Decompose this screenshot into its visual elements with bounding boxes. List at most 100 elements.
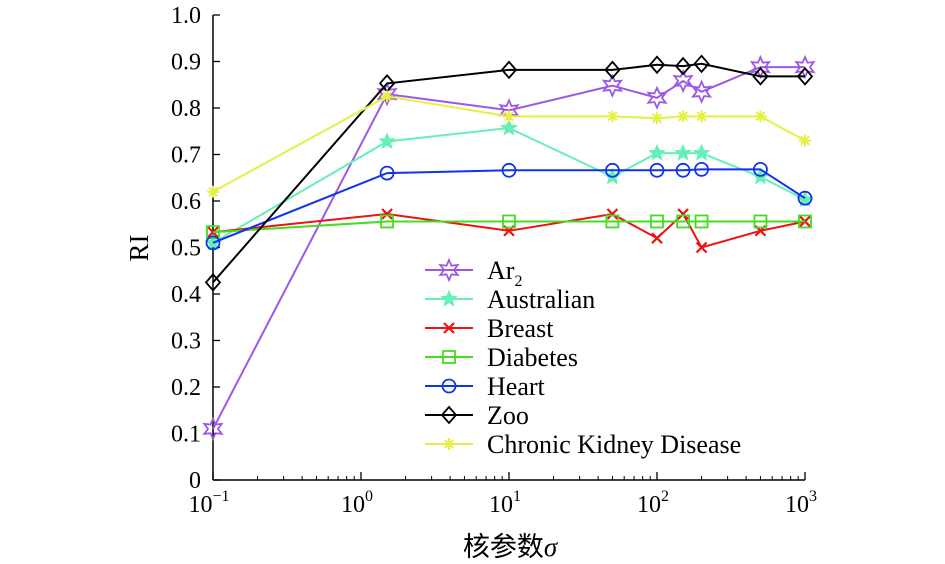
data-point-zoo xyxy=(648,55,666,75)
y-tick-label: 0.2 xyxy=(171,375,201,401)
data-point-ar xyxy=(601,73,624,98)
y-tick-label: 0.3 xyxy=(171,329,201,355)
y-tick-label: 0.5 xyxy=(171,236,201,262)
legend-label: Diabetes xyxy=(487,343,578,372)
legend-entry-breast: Breast xyxy=(425,314,554,343)
data-point-heart xyxy=(379,165,395,181)
data-point-heart xyxy=(694,161,709,177)
legend: Ar2AustralianBreastDiabetesHeartZooChron… xyxy=(425,256,741,459)
data-point-diabetes xyxy=(753,214,768,229)
legend-marker xyxy=(438,257,460,283)
legend-marker xyxy=(440,405,458,425)
legend-entry-ar: Ar2 xyxy=(425,256,522,290)
data-point-breast xyxy=(606,208,619,220)
series-line-heart xyxy=(212,168,806,244)
data-point-chronic-kidney-disease xyxy=(695,110,708,123)
data-point-ar xyxy=(376,81,398,107)
legend-label: Ar2 xyxy=(487,256,522,290)
legend-label: Chronic Kidney Disease xyxy=(487,430,741,459)
x-tick-label: 103 xyxy=(785,488,817,518)
data-point-chronic-kidney-disease xyxy=(606,110,619,123)
y-tick-label: 0.4 xyxy=(171,282,201,308)
legend-label: Heart xyxy=(487,372,546,401)
legend-marker xyxy=(443,322,455,334)
series-chronic-kidney-disease xyxy=(207,90,811,198)
data-point-breast xyxy=(381,208,393,220)
legend-label: Zoo xyxy=(487,401,529,430)
data-point-heart xyxy=(753,161,768,177)
data-point-australian xyxy=(500,118,518,136)
y-axis-label: RI xyxy=(124,234,154,261)
data-point-heart xyxy=(797,190,813,206)
x-tick-label: 100 xyxy=(341,488,373,518)
series-line-diabetes xyxy=(212,220,805,234)
legend-marker xyxy=(442,350,456,364)
data-point-diabetes xyxy=(605,214,620,229)
series-zoo xyxy=(204,54,814,292)
data-point-zoo xyxy=(500,60,518,80)
x-axis: 10−1 100 101 102 103 xyxy=(188,472,817,518)
data-point-ar xyxy=(202,416,224,442)
y-tick-label: 0 xyxy=(189,468,201,494)
data-point-breast xyxy=(695,241,708,254)
x-axis-label: 核参数σ xyxy=(463,532,559,562)
legend-label: Breast xyxy=(487,314,554,343)
data-point-diabetes xyxy=(650,214,664,229)
data-point-zoo xyxy=(796,67,814,86)
data-point-zoo xyxy=(204,273,222,292)
data-point-chronic-kidney-disease xyxy=(651,112,663,125)
series-line-australian xyxy=(212,126,806,244)
y-axis: 0 0.1 0.2 0.3 0.4 0.5 0.6 0.7 0.8 0.9 1.0 xyxy=(171,3,220,494)
series-layer xyxy=(202,54,816,442)
legend-label: Australian xyxy=(487,285,595,314)
legend-marker xyxy=(441,378,457,394)
x-axis-label-symbol: σ xyxy=(544,532,559,562)
series-ar xyxy=(202,54,816,442)
legend-entry-diabetes: Diabetes xyxy=(425,343,578,372)
data-point-heart xyxy=(205,235,221,251)
y-tick-label: 1.0 xyxy=(171,3,201,29)
data-point-heart xyxy=(501,162,517,178)
data-point-zoo xyxy=(604,60,621,80)
data-point-chronic-kidney-disease xyxy=(381,90,394,103)
data-point-australian xyxy=(378,132,396,150)
x-tick-label: 10−1 xyxy=(188,488,229,518)
data-point-heart xyxy=(649,162,665,178)
legend-entry-zoo: Zoo xyxy=(425,401,529,430)
data-point-ar xyxy=(690,79,713,104)
data-point-chronic-kidney-disease xyxy=(503,110,515,123)
data-point-breast xyxy=(651,232,663,244)
y-tick-label: 0.1 xyxy=(171,422,201,448)
series-heart xyxy=(205,161,813,251)
data-point-australian xyxy=(648,143,666,161)
data-point-ar xyxy=(646,85,668,111)
x-tick-label: 101 xyxy=(489,488,521,518)
data-point-zoo xyxy=(693,54,710,74)
x-tick-label: 102 xyxy=(637,488,669,518)
data-point-diabetes xyxy=(694,214,709,229)
legend-marker xyxy=(440,289,458,307)
y-tick-label: 0.6 xyxy=(171,189,201,215)
data-point-australian xyxy=(692,143,711,161)
data-point-chronic-kidney-disease xyxy=(799,134,811,147)
data-point-heart xyxy=(675,162,691,178)
series-diabetes xyxy=(206,214,812,240)
y-tick-label: 0.9 xyxy=(171,50,201,76)
data-point-diabetes xyxy=(798,214,812,229)
data-point-diabetes xyxy=(206,225,220,240)
series-line-zoo xyxy=(212,62,805,284)
data-point-zoo xyxy=(674,56,692,76)
y-tick-label: 0.7 xyxy=(171,143,201,169)
legend-entry-chronic-kidney-disease: Chronic Kidney Disease xyxy=(425,430,741,459)
data-point-australian xyxy=(674,143,692,161)
data-point-diabetes xyxy=(502,214,516,229)
data-point-diabetes xyxy=(676,214,690,229)
data-point-diabetes xyxy=(380,214,394,229)
data-point-heart xyxy=(605,162,620,178)
data-point-chronic-kidney-disease xyxy=(207,185,219,198)
data-point-ar xyxy=(672,68,694,94)
series-line-ar xyxy=(212,66,805,430)
x-axis-label-main: 核参数 xyxy=(463,532,544,562)
legend-entry-australian: Australian xyxy=(425,285,595,314)
